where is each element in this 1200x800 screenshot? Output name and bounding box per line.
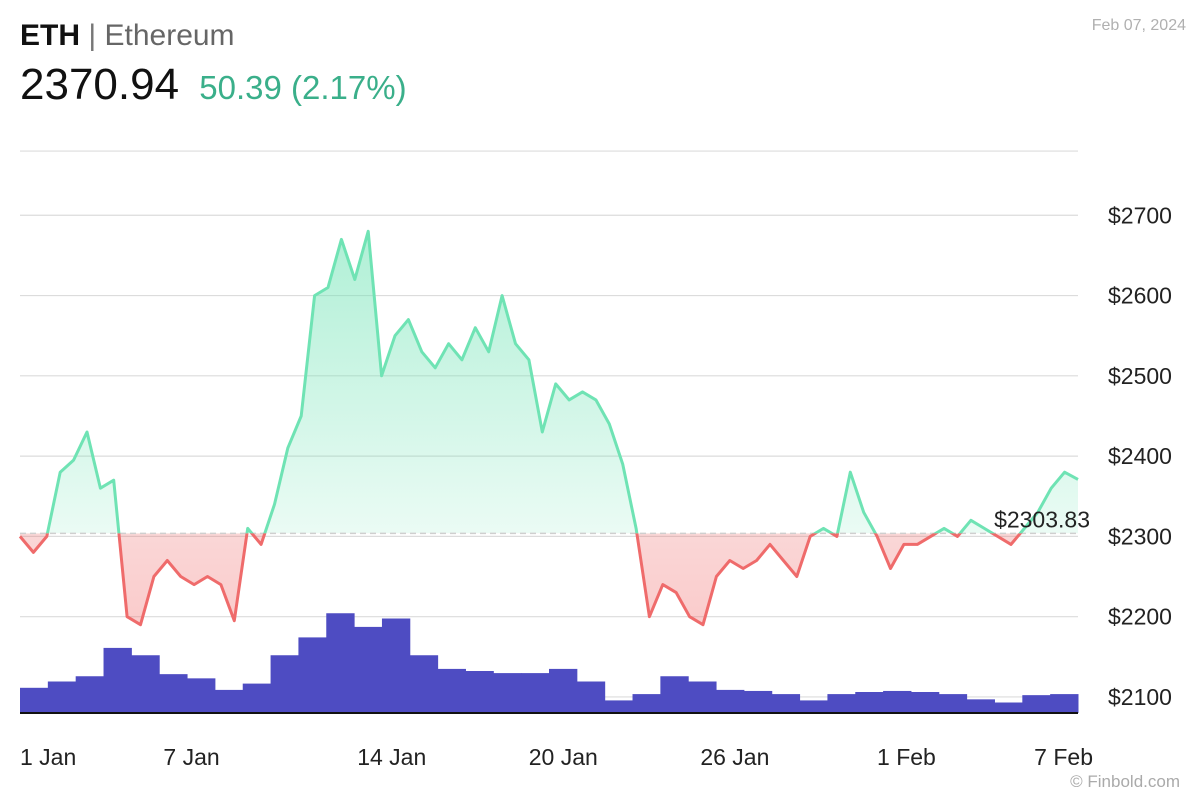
y-axis-labels: $2100 $2200 $2300 $2400 $2500 $2600 $2700 xyxy=(1108,202,1172,710)
volume-bar xyxy=(159,674,188,713)
price-line: 2370.94 50.39 (2.17%) xyxy=(20,58,407,115)
chart-date: Feb 07, 2024 xyxy=(1091,17,1186,34)
y-tick-label: $2400 xyxy=(1108,443,1172,469)
volume-bar xyxy=(855,692,884,713)
volume-bar xyxy=(298,637,327,713)
chart-header: ETH | Ethereum 2370.94 50.39 (2.17%) xyxy=(20,14,407,115)
y-tick-label: $2100 xyxy=(1108,684,1172,710)
volume-bar xyxy=(381,618,411,713)
price-line-down xyxy=(18,533,1023,627)
volume-bar xyxy=(716,689,745,713)
volume-bar xyxy=(576,681,606,713)
volume-bar xyxy=(242,683,272,713)
x-axis-labels: 1 Jan 7 Jan 14 Jan 20 Jan 26 Jan 1 Feb 7 Feb xyxy=(20,744,1093,770)
volume-bar xyxy=(131,655,160,713)
volume-bar xyxy=(20,687,49,713)
volume-bar xyxy=(75,676,105,713)
volume-bar xyxy=(688,681,717,713)
y-tick-label: $2500 xyxy=(1108,363,1172,389)
volume-bar xyxy=(103,647,132,713)
volume-bar xyxy=(938,694,968,713)
volume-bar xyxy=(743,690,773,713)
current-price: 2370.94 xyxy=(20,60,180,109)
ticker-symbol: ETH xyxy=(20,19,80,52)
volume-bar xyxy=(493,673,522,713)
volume-bar xyxy=(326,613,355,713)
volume-bar xyxy=(187,678,216,713)
source-watermark: © Finbold.com xyxy=(1070,772,1180,791)
title-line: ETH | Ethereum xyxy=(20,14,407,58)
title-separator: | xyxy=(88,19,97,52)
volume-bar xyxy=(799,700,828,713)
x-tick-label: 20 Jan xyxy=(529,744,598,770)
volume-bar xyxy=(966,699,995,713)
x-tick-label: 26 Jan xyxy=(700,744,769,770)
volume-bar xyxy=(437,668,466,713)
y-tick-label: $2300 xyxy=(1108,523,1172,549)
volume-bar xyxy=(1022,695,1051,713)
volume-bar xyxy=(409,655,439,713)
volume-bar xyxy=(632,694,661,713)
price-line-up xyxy=(45,229,1079,534)
area-above-baseline xyxy=(20,231,1078,534)
volume-bar xyxy=(827,694,856,713)
volume-bar xyxy=(1050,694,1079,713)
x-tick-label: 7 Feb xyxy=(1034,744,1093,770)
baseline-value-label: $2303.83 xyxy=(994,506,1090,532)
volume-bar xyxy=(883,690,912,713)
x-tick-label: 14 Jan xyxy=(357,744,426,770)
volume-bar xyxy=(604,700,634,713)
price-area xyxy=(20,231,1078,625)
volume-bar xyxy=(354,626,383,713)
y-tick-label: $2700 xyxy=(1108,202,1172,228)
volume-bar xyxy=(465,671,494,713)
x-tick-label: 1 Feb xyxy=(877,744,936,770)
volume-bar xyxy=(910,692,940,713)
volume-bar xyxy=(214,689,244,713)
y-tick-label: $2600 xyxy=(1108,283,1172,309)
price-change: 50.39 (2.17%) xyxy=(199,69,407,106)
volume-bar xyxy=(270,655,299,713)
volume-bar xyxy=(521,673,550,713)
asset-name: Ethereum xyxy=(104,19,235,52)
volume-bars xyxy=(20,613,1079,713)
volume-bar xyxy=(994,702,1023,713)
volume-bar xyxy=(771,694,801,713)
volume-bar xyxy=(47,681,77,713)
y-tick-label: $2200 xyxy=(1108,604,1172,630)
x-tick-label: 1 Jan xyxy=(20,744,76,770)
x-tick-label: 7 Jan xyxy=(163,744,219,770)
volume-bar xyxy=(549,668,578,713)
volume-bar xyxy=(660,676,689,713)
price-line-series xyxy=(18,229,1079,627)
